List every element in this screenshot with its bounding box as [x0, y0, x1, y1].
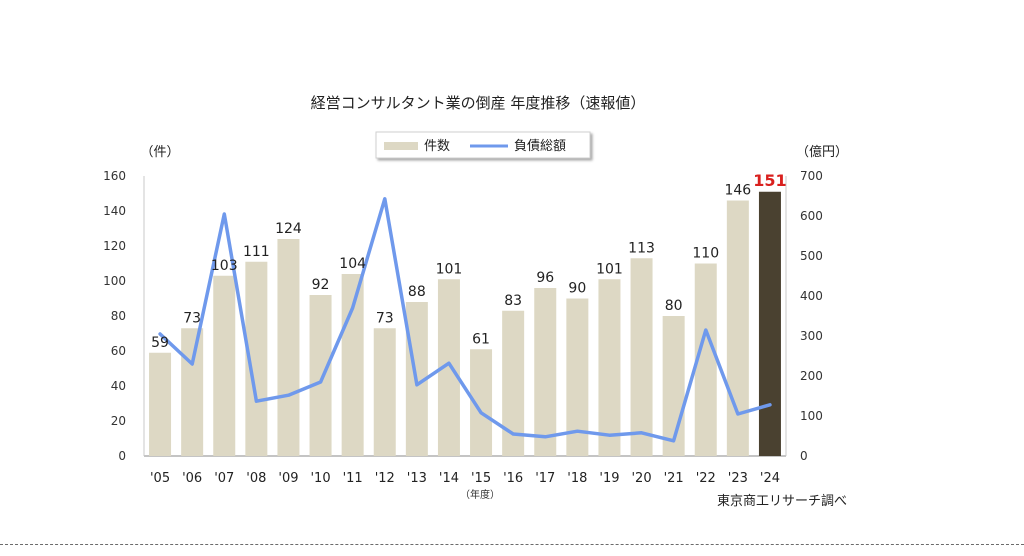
bar-09: [277, 239, 300, 456]
bar-data-label: 92: [312, 277, 330, 293]
x-tick-label: '14: [439, 471, 459, 486]
bar-10: [309, 295, 332, 456]
bar-data-label: 96: [536, 270, 554, 286]
x-tick-label: '18: [567, 471, 587, 486]
x-tick-label: '15: [471, 471, 491, 486]
line-series: [158, 197, 772, 443]
bar-16: [502, 310, 525, 456]
left-tick-label: 100: [103, 274, 126, 288]
bar-data-label: 151: [753, 171, 786, 190]
bar-data-label: 73: [376, 310, 394, 326]
right-tick-label: 600: [800, 209, 823, 223]
left-tick-label: 60: [111, 344, 126, 358]
bar-data-label: 88: [408, 284, 426, 300]
bar-14: [437, 279, 460, 456]
right-tick-label: 100: [800, 409, 823, 423]
bar-series: [149, 191, 781, 456]
left-axis-ticks: 0 20 40 60 80 100 120 140 160: [103, 169, 126, 463]
bar-data-label: 101: [596, 261, 623, 277]
bar-data-label: 101: [436, 261, 463, 277]
right-tick-label: 500: [800, 249, 823, 263]
left-axis-unit: （件）: [140, 145, 179, 160]
right-tick-label: 700: [800, 169, 823, 183]
x-tick-label: '23: [728, 471, 748, 486]
x-tick-label: '08: [246, 471, 266, 486]
x-axis-ticks: '05 '06 '07 '08 '09 '10 '11 '12 '13 '14 '15 '16 '17 '…: [150, 471, 780, 486]
bar-20: [630, 258, 653, 456]
bar-07: [213, 275, 236, 456]
left-tick-label: 160: [103, 169, 126, 183]
x-tick-label: '06: [182, 471, 202, 486]
bar-15: [470, 349, 493, 456]
bar-data-label: 146: [724, 183, 751, 199]
left-tick-label: 140: [103, 204, 126, 218]
x-tick-label: '16: [503, 471, 523, 486]
bar-11: [341, 274, 364, 456]
bar-data-label: 61: [472, 331, 490, 347]
bar-12: [373, 328, 396, 456]
x-tick-label: '19: [599, 471, 619, 486]
bar-05: [149, 352, 172, 456]
bar-data-label: 73: [183, 310, 201, 326]
bar-17: [534, 288, 557, 456]
bar-22: [694, 263, 717, 456]
x-tick-label: '10: [310, 471, 330, 486]
bar-data-label: 80: [665, 298, 683, 314]
x-tick-label: '21: [664, 471, 684, 486]
left-tick-label: 120: [103, 239, 126, 253]
legend-line-label: 負債総額: [514, 139, 566, 154]
left-tick-label: 40: [111, 379, 126, 393]
left-tick-label: 20: [111, 414, 126, 428]
bar-data-label: 59: [151, 335, 169, 351]
x-tick-label: '13: [407, 471, 427, 486]
bar-06: [181, 328, 204, 456]
right-axis-ticks: 0 100 200 300 400 500 600 700: [800, 169, 823, 463]
left-tick-label: 0: [118, 449, 126, 463]
bar-24: [758, 191, 781, 456]
x-tick-label: '11: [343, 471, 363, 486]
x-tick-label: '22: [696, 471, 716, 486]
right-tick-label: 0: [800, 449, 808, 463]
source-note: 東京商工リサーチ調べ: [717, 493, 847, 509]
chart-title: 経営コンサルタント業の倒産 年度推移（速報値）: [311, 94, 646, 112]
left-tick-label: 80: [111, 309, 126, 323]
legend-bar-swatch: [384, 142, 418, 150]
x-tick-label: '17: [535, 471, 555, 486]
legend-bar-label: 件数: [424, 139, 450, 154]
right-tick-label: 200: [800, 369, 823, 383]
right-tick-label: 400: [800, 289, 823, 303]
bar-23: [726, 200, 749, 456]
bar-data-label: 90: [568, 281, 586, 297]
bar-data-label: 110: [692, 246, 719, 262]
x-tick-label: '07: [214, 471, 234, 486]
x-axis-unit: （年度）: [460, 488, 500, 501]
bar-data-label: 113: [628, 240, 655, 256]
x-tick-label: '09: [278, 471, 298, 486]
x-tick-label: '20: [631, 471, 651, 486]
right-axis-unit: （億円）: [796, 144, 848, 160]
right-tick-label: 300: [800, 329, 823, 343]
bar-19: [598, 279, 621, 456]
bar-data-label: 83: [504, 293, 522, 309]
bar-data-label: 103: [211, 258, 238, 274]
debt-line: [158, 197, 772, 443]
bar-08: [245, 261, 268, 456]
bar-18: [566, 298, 589, 456]
bar-data-label: 124: [275, 221, 302, 237]
bar-data-label: 111: [243, 244, 270, 260]
bar-data-label: 104: [339, 256, 366, 272]
dashed-separator: [0, 544, 1024, 545]
x-tick-label: '24: [760, 471, 780, 486]
bar-data-labels: 59 73 103 111 124 92 104 73 88 101 61 83 96 90 101 113 8…: [151, 171, 787, 351]
x-tick-label: '12: [375, 471, 395, 486]
x-tick-label: '05: [150, 471, 170, 486]
